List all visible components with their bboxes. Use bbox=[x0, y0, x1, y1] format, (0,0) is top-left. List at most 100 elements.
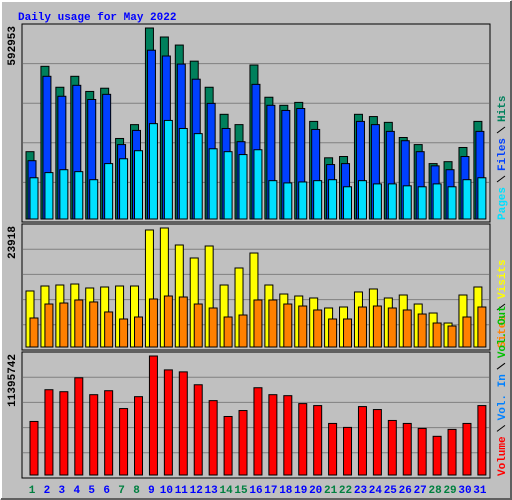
x-tick-label: 25 bbox=[384, 485, 398, 497]
bar bbox=[29, 317, 39, 348]
bar bbox=[357, 406, 367, 476]
bar bbox=[104, 163, 114, 220]
bar bbox=[119, 318, 129, 348]
x-tick-label: 3 bbox=[59, 485, 66, 497]
x-tick-label: 31 bbox=[473, 485, 487, 497]
bar bbox=[253, 299, 263, 348]
bar bbox=[178, 296, 188, 348]
x-tick-label: 30 bbox=[458, 485, 471, 497]
bar bbox=[193, 384, 203, 476]
chart-title: Daily usage for May 2022 bbox=[18, 12, 176, 24]
x-tick-label: 14 bbox=[219, 485, 233, 497]
x-tick-label: 20 bbox=[309, 485, 322, 497]
x-tick-label: 6 bbox=[103, 485, 110, 497]
bar bbox=[328, 318, 338, 348]
bar bbox=[372, 183, 382, 220]
bar bbox=[59, 302, 69, 348]
bar bbox=[163, 295, 173, 348]
legend-label: Pages bbox=[497, 187, 509, 220]
bar bbox=[268, 394, 278, 476]
x-tick-label: 28 bbox=[429, 485, 443, 497]
bar bbox=[163, 119, 173, 220]
bar bbox=[372, 409, 382, 476]
bar bbox=[223, 415, 233, 476]
bar bbox=[432, 183, 442, 220]
bar bbox=[387, 183, 397, 220]
bar bbox=[417, 313, 427, 348]
bar bbox=[328, 422, 338, 476]
bar bbox=[328, 179, 338, 220]
bar bbox=[74, 299, 84, 348]
bar bbox=[253, 387, 263, 476]
bar bbox=[432, 435, 442, 476]
bar bbox=[462, 422, 472, 476]
bar bbox=[148, 123, 158, 220]
legend-separator bbox=[496, 424, 506, 432]
bar bbox=[178, 371, 188, 476]
bar bbox=[238, 154, 248, 220]
bar bbox=[208, 307, 218, 348]
bar bbox=[253, 149, 263, 220]
bar bbox=[447, 325, 457, 348]
y-tick-label: 592953 bbox=[7, 26, 19, 66]
bar bbox=[193, 133, 203, 220]
x-tick-label: 21 bbox=[324, 485, 338, 497]
x-tick-label: 8 bbox=[133, 485, 140, 497]
legend-label: Vol. In bbox=[497, 374, 509, 420]
bar bbox=[357, 306, 367, 348]
bar bbox=[313, 180, 323, 220]
bar bbox=[402, 309, 412, 348]
bar bbox=[387, 419, 397, 476]
x-tick-label: 29 bbox=[443, 485, 456, 497]
y-tick-label: 11395742 bbox=[7, 354, 19, 407]
x-tick-label: 17 bbox=[264, 485, 277, 497]
x-tick-label: 13 bbox=[205, 485, 219, 497]
bar bbox=[134, 396, 144, 476]
bar bbox=[387, 307, 397, 348]
bar bbox=[238, 410, 248, 476]
bar bbox=[477, 306, 487, 348]
legend-label: Hits bbox=[497, 96, 509, 122]
bar bbox=[74, 171, 84, 220]
x-tick-label: 26 bbox=[399, 485, 412, 497]
bar bbox=[163, 369, 173, 476]
bar bbox=[223, 316, 233, 348]
x-tick-label: 1 bbox=[29, 485, 36, 497]
bar bbox=[29, 420, 39, 476]
bar bbox=[402, 185, 412, 220]
bar bbox=[59, 391, 69, 476]
x-tick-label: 15 bbox=[234, 485, 248, 497]
bar bbox=[119, 158, 129, 220]
bar bbox=[89, 301, 99, 348]
x-tick-label: 9 bbox=[148, 485, 155, 497]
x-tick-label: 27 bbox=[414, 485, 427, 497]
bar bbox=[268, 299, 278, 348]
bar bbox=[447, 428, 457, 476]
bar bbox=[178, 127, 188, 220]
x-tick-label: 10 bbox=[160, 485, 173, 497]
bar bbox=[134, 150, 144, 220]
bar bbox=[343, 318, 353, 348]
bar bbox=[283, 303, 293, 348]
bar bbox=[119, 408, 129, 476]
legend-label: Volume bbox=[497, 436, 509, 476]
legend-separator bbox=[496, 362, 506, 370]
bar bbox=[193, 303, 203, 348]
bar bbox=[298, 305, 308, 348]
bar bbox=[148, 355, 158, 476]
bar bbox=[417, 186, 427, 220]
bar bbox=[44, 389, 54, 476]
x-tick-label: 23 bbox=[354, 485, 368, 497]
bar bbox=[268, 180, 278, 220]
bar bbox=[44, 172, 54, 220]
bar bbox=[104, 390, 114, 476]
legend-separator bbox=[496, 175, 506, 183]
x-tick-label: 2 bbox=[44, 485, 51, 497]
legend-label: Visits bbox=[497, 259, 509, 299]
bar bbox=[74, 377, 84, 476]
legend-label: Sites bbox=[497, 315, 509, 348]
bar bbox=[298, 181, 308, 220]
bar bbox=[372, 305, 382, 348]
